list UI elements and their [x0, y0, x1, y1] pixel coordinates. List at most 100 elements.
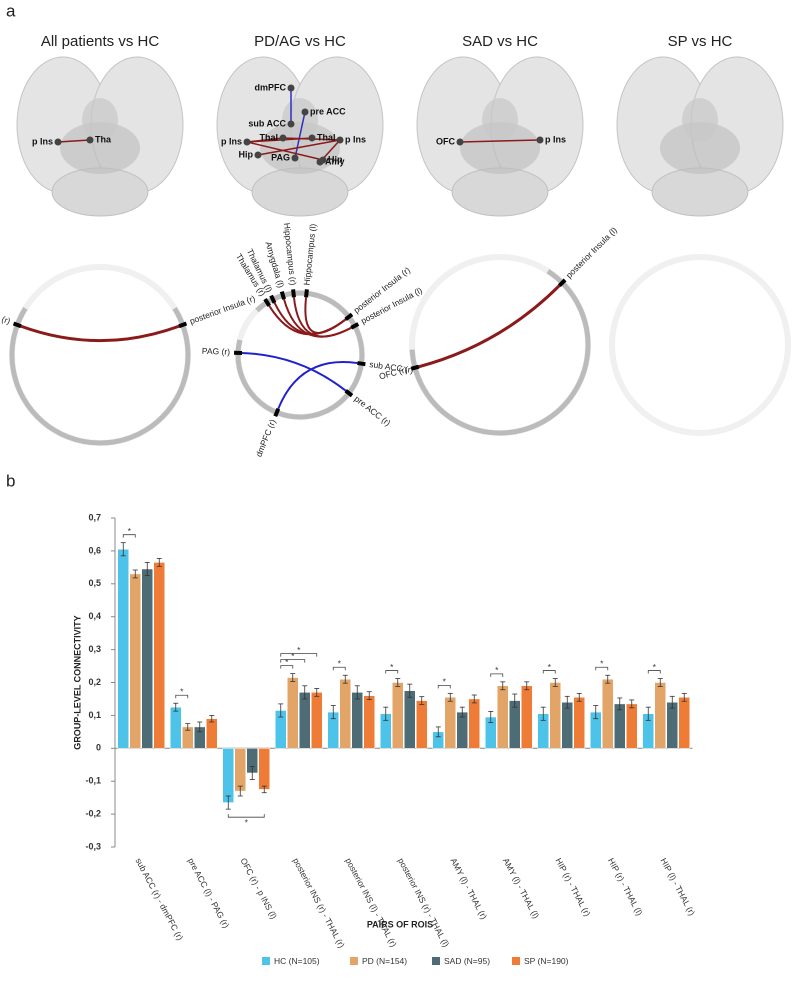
significance-star: *: [180, 686, 184, 696]
x-tick-label: HIP (r) - THAL (r): [553, 856, 592, 918]
panel-title: All patients vs HC: [41, 33, 160, 50]
legend-label: HC (N=105): [274, 956, 320, 966]
circle-node-mark: [178, 321, 188, 329]
x-tick-label: AMY (l) - THAL (r): [448, 856, 489, 921]
brain-node-label: pre ACC: [310, 106, 346, 116]
circle-chord: [292, 297, 352, 338]
bar: [234, 748, 246, 792]
brain-deep: [682, 98, 718, 142]
error-bar: [617, 697, 623, 711]
significance-star: *: [245, 817, 249, 827]
brain-node-label: p Ins: [345, 134, 366, 144]
y-tick-label: 0: [96, 743, 101, 753]
brain-deep: [82, 98, 118, 142]
circle-node-label: Hippocampus (l): [302, 223, 318, 286]
brain-node-label: p Ins: [545, 134, 566, 144]
significance-star: *: [338, 659, 342, 669]
brain-cerebellum: [451, 167, 549, 217]
significance-bracket: [280, 659, 306, 663]
error-bar: [593, 705, 599, 720]
bar: [351, 692, 363, 749]
x-tick-label: AMY (l) - THAL (l): [501, 856, 541, 920]
circle-node-mark: [344, 312, 354, 321]
significance-star: *: [495, 665, 499, 675]
bar: [363, 695, 375, 749]
brain-edge: [257, 139, 341, 156]
significance-bracket: [122, 534, 136, 538]
significance-bracket: [542, 670, 556, 674]
bar: [392, 682, 404, 749]
x-tick-label: HIP (r) - THAL (l): [606, 856, 645, 917]
error-bar: [261, 785, 267, 794]
legend-swatch: [512, 957, 520, 965]
brain-node-label: p Ins: [32, 136, 53, 146]
circle-chord: [304, 297, 347, 334]
brain-node-label: sub ACC: [248, 118, 286, 128]
y-tick-label: -0,1: [85, 776, 101, 786]
bar: [573, 697, 585, 749]
error-bar: [564, 695, 570, 709]
circle-node-label: Thalamus (r): [0, 300, 12, 326]
error-bar: [605, 674, 611, 684]
circle-node-mark: [12, 321, 22, 329]
x-tick-label: posterior INS (r) - THAL (l): [396, 856, 451, 948]
significance-star: *: [390, 662, 394, 672]
error-bar: [314, 688, 320, 697]
brain-node: [336, 136, 344, 144]
error-bar: [552, 678, 558, 687]
brain-deep: [460, 122, 540, 174]
circle-node-mark: [357, 361, 366, 367]
y-tick-label: 0,2: [88, 677, 101, 687]
y-axis-label: GROUP-LEVEL CONNECTIVITY: [72, 615, 82, 749]
circle-node-mark: [273, 408, 281, 417]
brain-node: [456, 138, 464, 146]
circle-node-mark: [410, 364, 420, 371]
bar: [614, 703, 626, 749]
legend-label: PD (N=154): [362, 956, 407, 966]
brain-edge: [57, 139, 91, 143]
brain-deep: [660, 122, 740, 174]
circle-node-mark: [279, 291, 286, 300]
panel-title: SP vs HC: [668, 33, 733, 50]
error-bar: [302, 685, 308, 700]
significance-star: *: [297, 645, 301, 655]
x-axis-label: PAIRS OF ROIS: [367, 919, 433, 929]
error-bar: [330, 705, 336, 720]
significance-star: *: [443, 677, 447, 687]
circle-node-mark: [557, 278, 567, 288]
error-bar: [419, 696, 425, 705]
circle-node-mark: [269, 294, 277, 304]
circle-node-mark: [291, 289, 296, 298]
brain-node: [279, 134, 287, 142]
circle-ring: [609, 254, 791, 436]
brain-node-label: OFC: [436, 136, 455, 146]
brain-deep: [60, 122, 140, 174]
error-bar: [435, 726, 441, 738]
brain-deep: [482, 98, 518, 142]
error-bar: [447, 692, 453, 702]
significance-bracket: [490, 673, 504, 677]
brain-node-label: p Ins: [221, 136, 242, 146]
brain-edge: [246, 141, 324, 161]
brain: [16, 56, 184, 217]
x-tick-label: pre ACC (l) - PAG (r): [186, 856, 231, 930]
error-bar: [354, 685, 360, 700]
brain-node: [86, 136, 94, 144]
bar: [222, 748, 234, 803]
circle-node-mark: [304, 289, 309, 298]
bar: [497, 685, 509, 749]
y-tick-label: 0,6: [88, 545, 101, 555]
error-bar: [173, 702, 179, 712]
error-bar: [290, 673, 296, 682]
y-tick-label: 0,7: [88, 512, 101, 522]
brain-node-label: Hip: [328, 154, 343, 164]
bar: [549, 682, 561, 749]
legend-swatch: [432, 957, 440, 965]
bar: [117, 549, 129, 749]
bar: [129, 573, 141, 749]
legend-swatch: [350, 957, 358, 965]
error-bar: [209, 715, 215, 723]
bar: [404, 690, 416, 749]
bar: [626, 703, 638, 749]
